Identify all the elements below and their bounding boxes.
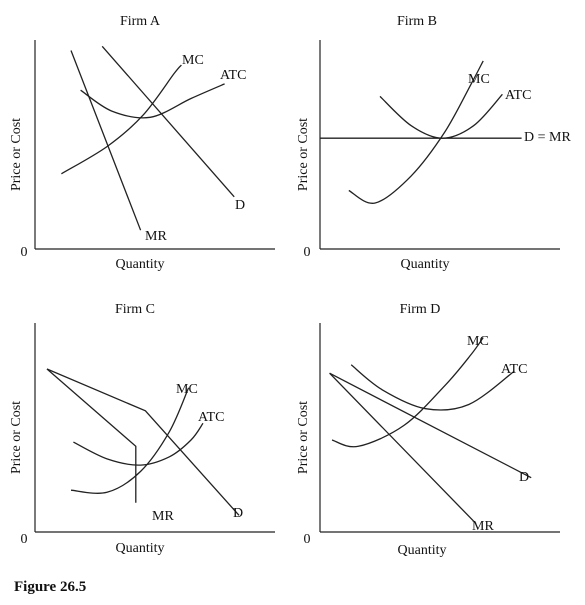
panel-firm-b-mc-label: MC <box>468 72 490 87</box>
panel-firm-d-x-axis-label: Quantity <box>398 543 447 558</box>
panel-firm-c-x-axis-label: Quantity <box>116 541 165 556</box>
panel-firm-b-atc-label: ATC <box>505 88 531 103</box>
panel-firm-c-atc-label: ATC <box>198 410 224 425</box>
panel-firm-b-origin-label: 0 <box>304 245 311 260</box>
panel-firm-d-atc-label: ATC <box>501 362 527 377</box>
panel-firm-d-y-axis-label: Price or Cost <box>296 401 311 474</box>
panel-firm-c-d-label: D <box>233 506 243 521</box>
panel-firm-d-mr-curve <box>329 372 477 525</box>
panel-firm-b-mc-curve <box>348 60 484 204</box>
panel-firm-a-mc-curve <box>61 64 182 175</box>
panel-firm-d-title: Firm D <box>400 302 441 317</box>
panel-firm-c-mr-label: MR <box>152 509 174 524</box>
panel-firm-a-atc-label: ATC <box>220 68 246 83</box>
panel-firm-a-y-axis-label: Price or Cost <box>9 118 24 191</box>
panel-firm-c-origin-label: 0 <box>21 532 28 547</box>
panel-firm-a-mr-label: MR <box>145 229 167 244</box>
panel-firm-c-atc-curve <box>73 422 204 466</box>
panel-firm-a-title: Firm A <box>120 14 161 29</box>
panel-firm-a-origin-label: 0 <box>21 245 28 260</box>
panel-firm-d-d-curve <box>329 372 532 479</box>
panel-firm-b-atc-curve <box>379 93 503 139</box>
panel-firm-d-mr-label: MR <box>472 519 494 534</box>
panel-firm-a-mr-curve <box>70 50 142 231</box>
panel-firm-c-d-curve <box>46 368 240 516</box>
panel-firm-d-d-label: D <box>519 470 529 485</box>
panel-firm-d-atc-curve <box>350 364 515 411</box>
panel-firm-c-title: Firm C <box>115 302 155 317</box>
panel-firm-a-x-axis-label: Quantity <box>116 257 165 272</box>
panel-firm-d-mc-curve <box>331 337 484 448</box>
panel-firm-d-origin-label: 0 <box>304 532 311 547</box>
panel-firm-c-mc-curve <box>70 387 190 494</box>
panel-firm-b-x-axis-label: Quantity <box>401 257 450 272</box>
panel-firm-b-title: Firm B <box>397 14 437 29</box>
panel-firm-d-mc-label: MC <box>467 334 489 349</box>
panel-firm-a-d-label: D <box>235 198 245 213</box>
panel-firm-c-y-axis-label: Price or Cost <box>9 401 24 474</box>
panel-firm-c-mc-label: MC <box>176 382 198 397</box>
panel-firm-a-d-curve <box>101 45 235 198</box>
panel-firm-a-atc-curve <box>80 83 225 119</box>
panel-firm-a-mc-label: MC <box>182 53 204 68</box>
figure-caption: Figure 26.5 <box>14 579 86 595</box>
panel-firm-b-y-axis-label: Price or Cost <box>296 118 311 191</box>
panel-firm-b-d-mr-label: D = MR <box>524 130 571 145</box>
panel-firm-c-mr-curve <box>46 368 137 503</box>
